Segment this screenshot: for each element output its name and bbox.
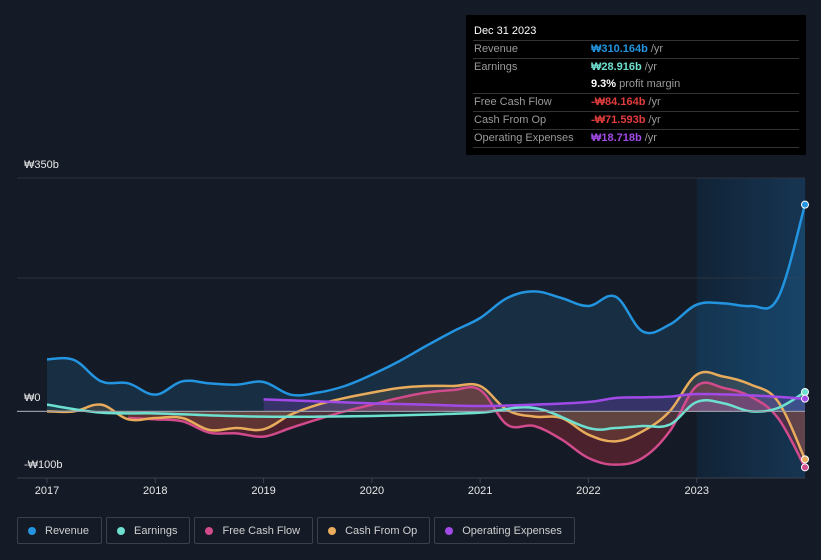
- tooltip-label: Free Cash Flow: [474, 96, 552, 108]
- legend-label: Operating Expenses: [462, 524, 562, 537]
- tooltip-row-revenue: Revenue ₩310.164b /yr: [473, 41, 799, 59]
- line-operating-expenses: [263, 392, 805, 408]
- legend-label: Revenue: [45, 524, 90, 537]
- area-free-cash-flow: [128, 382, 805, 468]
- tooltip-row-operating-expenses: Operating Expenses ₩18.718b /yr: [473, 130, 799, 148]
- x-tick-label: 2021: [467, 485, 493, 497]
- line-revenue: [47, 204, 805, 397]
- tooltip-unit: /yr: [644, 61, 657, 73]
- tooltip-label: [473, 76, 591, 93]
- endpoint-cash-from-op: [801, 455, 809, 464]
- legend-item-cash-from-op[interactable]: Cash From Op: [317, 517, 431, 544]
- tooltip-value: -₩71.593b: [591, 114, 646, 126]
- line-earnings: [47, 390, 805, 431]
- legend-item-earnings[interactable]: Earnings: [106, 517, 191, 544]
- area-cash-from-op: [47, 372, 805, 460]
- tooltip-unit: /yr: [650, 43, 664, 55]
- legend-label: Free Cash Flow: [222, 524, 301, 537]
- tooltip-label: Cash From Op: [474, 114, 547, 126]
- area-operating-expenses: [263, 393, 805, 412]
- highlight-region: [696, 178, 805, 478]
- x-tick-label: 2018: [143, 485, 168, 497]
- profit-margin-value: 9.3%: [591, 78, 617, 90]
- endpoint-revenue: [801, 200, 809, 209]
- tooltip-label: Revenue: [474, 43, 519, 55]
- x-axis: [46, 478, 698, 483]
- tooltip-value: ₩310.164b: [591, 43, 648, 55]
- x-tick-label: 2017: [34, 485, 60, 497]
- legend-dot-icon: [445, 526, 454, 535]
- legend-dot-icon: [328, 526, 337, 535]
- legend-dot-icon: [117, 526, 126, 535]
- series-lines: [47, 204, 805, 468]
- tooltip-row-cash-from-op: Cash From Op -₩71.593b /yr: [473, 112, 799, 130]
- tooltip-value: ₩28.916b: [591, 61, 642, 73]
- area-revenue: [47, 204, 805, 412]
- tooltip-unit: /yr: [648, 114, 661, 126]
- x-tick-label: 2022: [576, 485, 601, 497]
- y-tick-label: ₩350b: [24, 159, 59, 171]
- tooltip-value: -₩84.164b: [591, 96, 646, 108]
- tooltip-unit: /yr: [644, 132, 657, 144]
- legend-label: Earnings: [134, 524, 178, 537]
- endpoint-free-cash-flow: [801, 463, 809, 472]
- x-tick-label: 2023: [684, 485, 709, 497]
- series-areas: [47, 204, 805, 468]
- tooltip-unit: /yr: [648, 96, 661, 108]
- endpoint-operating-expenses: [801, 394, 809, 403]
- tooltip-label: Earnings: [474, 61, 518, 73]
- tooltip-unit: profit margin: [619, 78, 681, 90]
- data-tooltip: Dec 31 2023 Revenue ₩310.164b /yr Earnin…: [466, 15, 806, 155]
- y-tick-label: -₩100b: [24, 459, 63, 471]
- series-endpoints: [801, 200, 809, 472]
- legend-item-free-cash-flow[interactable]: Free Cash Flow: [194, 517, 314, 544]
- tooltip-value: ₩18.718b: [591, 132, 642, 144]
- line-free-cash-flow: [128, 381, 805, 468]
- tooltip-row-free-cash-flow: Free Cash Flow -₩84.164b /yr: [473, 94, 799, 112]
- tooltip-date: Dec 31 2023: [473, 23, 799, 41]
- tooltip-row-earnings: Earnings ₩28.916b /yr: [473, 59, 799, 76]
- legend-dot-icon: [28, 526, 36, 535]
- y-tick-label: ₩0: [24, 392, 41, 405]
- tooltip-label: Operating Expenses: [474, 132, 574, 144]
- legend-dot-icon: [205, 526, 214, 535]
- endpoint-earnings: [801, 388, 809, 396]
- legend-label: Cash From Op: [345, 524, 418, 537]
- chart-legend: Revenue Earnings Free Cash Flow Cash Fro…: [17, 517, 575, 544]
- area-earnings: [47, 392, 805, 430]
- legend-item-revenue[interactable]: Revenue: [17, 517, 103, 544]
- tooltip-row-profit-margin: 9.3% profit margin: [473, 76, 799, 94]
- x-tick-label: 2020: [359, 485, 385, 497]
- x-tick-label: 2019: [251, 485, 276, 497]
- legend-item-operating-expenses[interactable]: Operating Expenses: [434, 517, 575, 544]
